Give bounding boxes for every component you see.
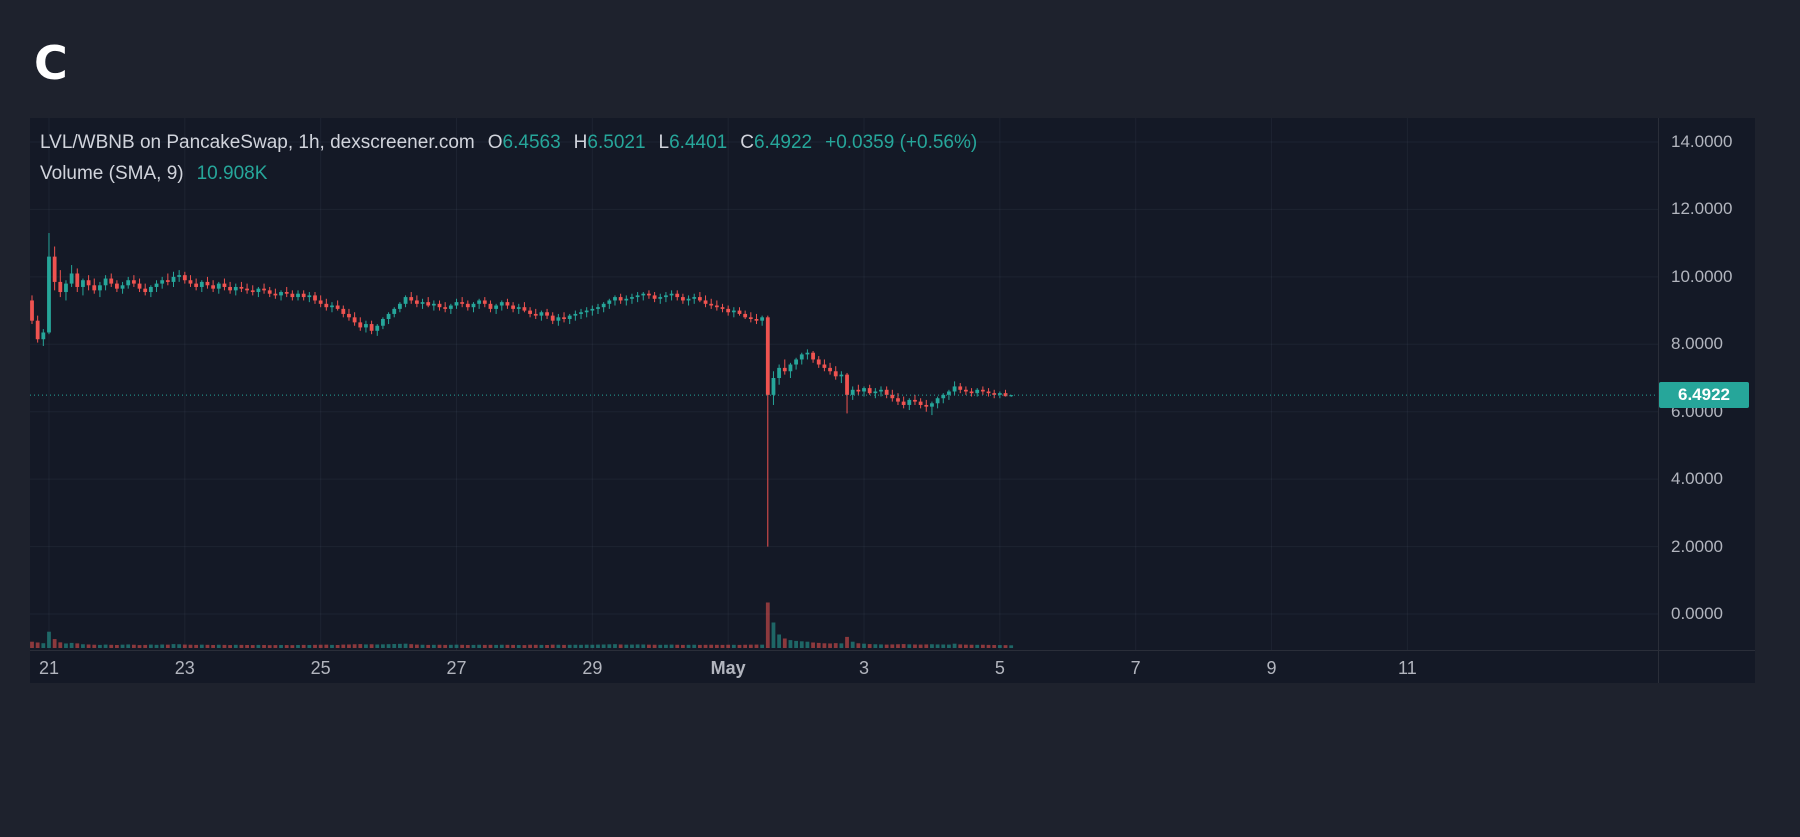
price-tick-label: 10.0000 (1671, 266, 1733, 286)
price-axis[interactable]: 14.0000 12.0000 10.0000 8.0000 6.0000 4.0000 2… (1658, 118, 1755, 683)
price-tick-label: 12.0000 (1671, 199, 1733, 219)
time-tick-label: 9 (1266, 658, 1277, 678)
symbol-row: LVL/WBNB on PancakeSwap, 1h, dexscreener… (40, 132, 977, 154)
volume-row: Volume (SMA, 9) 10.908K (40, 163, 977, 185)
ohlc-high: H6.5021 (573, 132, 646, 153)
time-tick-label: 23 (174, 658, 195, 678)
time-tick-label: 7 (1130, 658, 1141, 678)
time-tick-label: 21 (38, 658, 59, 678)
time-tick-label: 3 (859, 658, 870, 678)
time-tick-label: 25 (310, 658, 331, 678)
price-tick-label: 0.0000 (1671, 604, 1723, 623)
time-tick-label: 29 (582, 658, 603, 678)
price-tick-label: 2.0000 (1671, 536, 1723, 556)
volume-indicator-label: Volume (SMA, 9) (40, 163, 184, 184)
chart-legend: LVL/WBNB on PancakeSwap, 1h, dexscreener… (40, 132, 977, 185)
price-tick-label: 14.0000 (1671, 131, 1733, 151)
time-tick-label: 5 (994, 658, 1005, 678)
price-tick-label: 4.0000 (1671, 469, 1723, 489)
ohlc-close: C6.4922 (740, 132, 813, 153)
price-tick-label: 8.0000 (1671, 334, 1723, 354)
volume-indicator-value: 10.908K (196, 163, 268, 184)
ohlc-open: O6.4563 (487, 132, 561, 153)
price-change: +0.0359 (+0.56%) (825, 132, 978, 153)
ohlc-low: L6.4401 (658, 132, 728, 153)
current-price-badge: 6.4922 (1659, 382, 1749, 409)
time-tick-label: 27 (446, 658, 467, 678)
time-tick-label: May (710, 658, 746, 678)
time-tick-label: 11 (1398, 658, 1417, 678)
site-logo[interactable]: C (34, 36, 68, 90)
candlestick-chart[interactable] (30, 118, 1658, 650)
chart-panel: LVL/WBNB on PancakeSwap, 1h, dexscreener… (30, 118, 1755, 683)
time-axis[interactable]: 21 23 25 27 29 May 3 5 7 9 11 (30, 650, 1755, 683)
symbol-title: LVL/WBNB on PancakeSwap, 1h, dexscreener… (40, 132, 475, 153)
